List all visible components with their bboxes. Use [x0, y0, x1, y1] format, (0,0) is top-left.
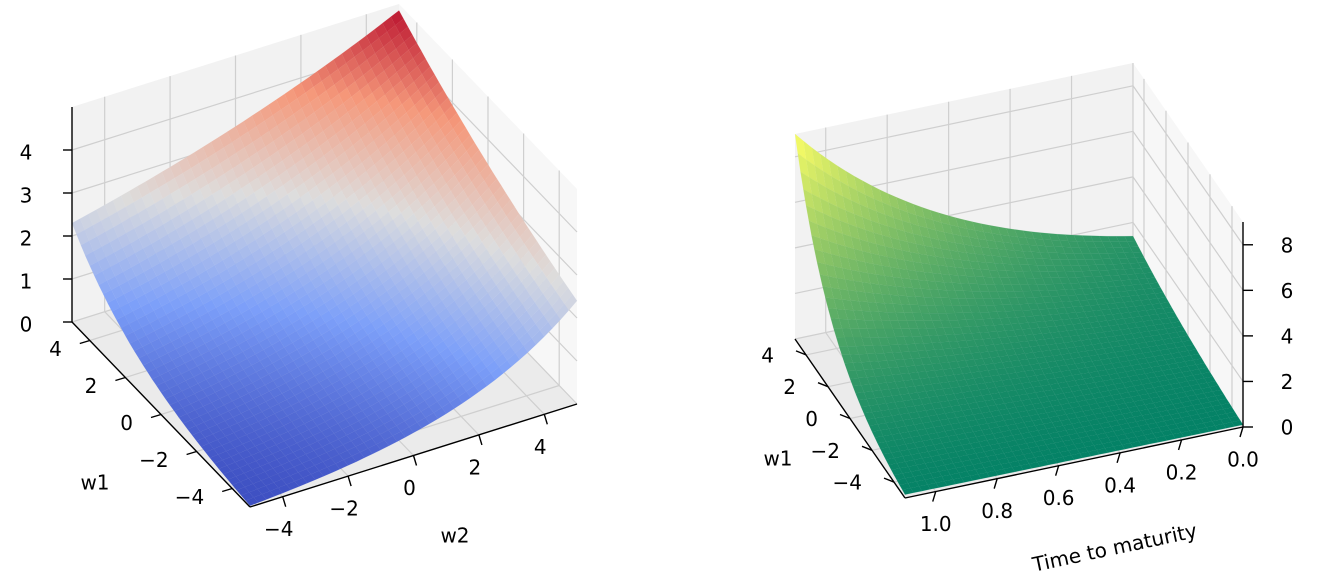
- x-axis-title: w1: [80, 471, 109, 495]
- x-tick-label: 0: [120, 411, 133, 435]
- y-axis-tick: [1054, 465, 1060, 476]
- x-tick-label: 2: [783, 375, 796, 399]
- y-tick-label: 0.0: [1227, 448, 1259, 472]
- x-tick-label: 2: [85, 374, 98, 398]
- x-axis-tick: [861, 445, 873, 451]
- x-tick-label: 0: [805, 407, 818, 431]
- surface-cell: [902, 487, 914, 495]
- z-tick-label: 2: [1281, 370, 1294, 394]
- surface-cell: [245, 497, 259, 506]
- y-tick-label: −2: [329, 497, 358, 521]
- x-axis-tick: [817, 382, 829, 388]
- y-axis-tick: [1239, 426, 1244, 438]
- x-axis-tick: [795, 350, 807, 356]
- z-tick-label: 4: [1281, 324, 1294, 348]
- y-axis-title: Time to maturity: [1029, 518, 1199, 577]
- z-tick-label: 1: [20, 270, 33, 294]
- x-tick-label: −2: [811, 439, 840, 463]
- grid-line-z: [794, 85, 1134, 158]
- x-axis-tick: [115, 376, 126, 382]
- z-tick-label: 0: [1281, 416, 1294, 440]
- z-tick-label: 8: [1281, 233, 1294, 257]
- x-axis-line: [71, 321, 251, 508]
- y-axis-tick: [412, 455, 418, 466]
- y-axis-tick: [993, 478, 998, 489]
- y-axis-tick: [932, 491, 937, 502]
- y-tick-label: 0.8: [981, 499, 1013, 523]
- y-tick-label: 0.2: [1166, 460, 1198, 484]
- z-tick-label: 3: [20, 184, 33, 208]
- grid-line-z: [1132, 85, 1244, 246]
- x-tick-label: −4: [833, 471, 862, 495]
- y-axis-tick: [282, 496, 287, 507]
- z-tick-label: 4: [20, 141, 33, 165]
- y-axis-tick: [543, 414, 548, 425]
- y-axis-line: [904, 426, 1244, 499]
- x-tick-label: 4: [761, 343, 774, 367]
- y-tick-label: 4: [534, 435, 547, 459]
- x-axis-tick: [839, 413, 851, 420]
- y-tick-label: 0: [403, 476, 416, 500]
- x-axis-tick: [79, 339, 91, 345]
- y-tick-label: 2: [469, 455, 482, 479]
- y-axis-line: [249, 403, 578, 508]
- x-axis-title: w1: [763, 447, 792, 471]
- y-axis-tick: [478, 434, 483, 446]
- y-axis-tick: [1177, 439, 1183, 451]
- grid-line-z: [1132, 130, 1244, 291]
- y-axis-tick: [347, 475, 352, 487]
- x-axis-tick: [883, 477, 895, 483]
- x-axis-line: [794, 338, 906, 499]
- z-tick-label: 2: [20, 227, 33, 251]
- y-tick-label: 0.6: [1043, 486, 1075, 510]
- x-axis-tick: [150, 413, 162, 419]
- y-tick-label: 0.4: [1104, 473, 1136, 497]
- x-tick-label: −2: [139, 448, 168, 472]
- z-tick-label: 6: [1281, 279, 1294, 303]
- x-tick-label: 4: [49, 337, 62, 361]
- z-tick-label: 0: [20, 313, 33, 337]
- y-axis-tick: [1116, 452, 1121, 464]
- x-axis-tick: [221, 487, 233, 493]
- y-axis-title: w2: [440, 524, 469, 548]
- grid-line-z: [1132, 176, 1244, 337]
- grid-line-z: [1132, 222, 1244, 382]
- x-axis-tick: [186, 450, 197, 456]
- y-tick-label: −4: [264, 517, 293, 541]
- x-tick-label: −4: [175, 485, 204, 509]
- y-tick-label: 1.0: [920, 512, 952, 536]
